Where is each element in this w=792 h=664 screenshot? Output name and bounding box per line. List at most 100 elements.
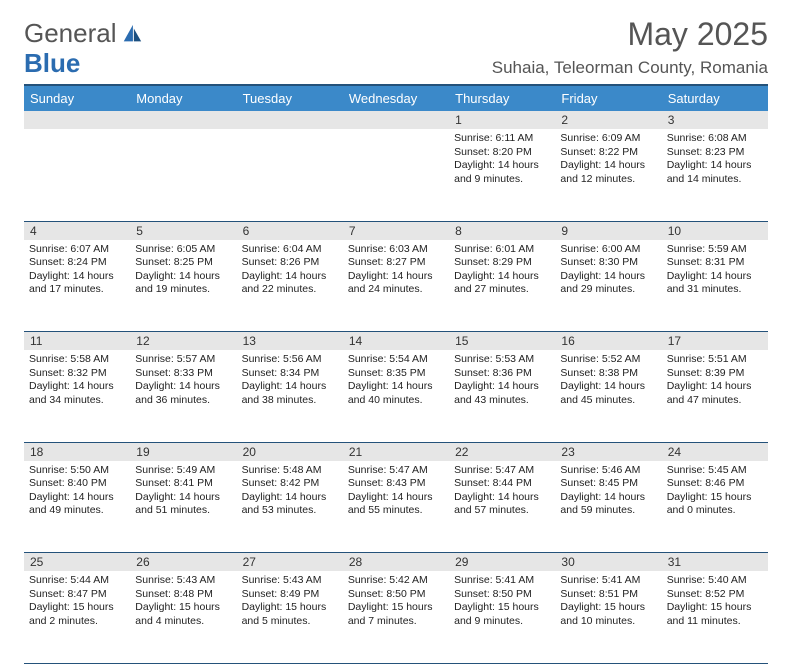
day-number-cell: 1 bbox=[449, 111, 555, 129]
sunset-line: Sunset: 8:33 PM bbox=[135, 367, 231, 381]
day-number: 6 bbox=[237, 222, 343, 240]
sunrise-line: Sunrise: 5:41 AM bbox=[454, 574, 550, 588]
sunrise-line: Sunrise: 5:56 AM bbox=[242, 353, 338, 367]
daylight-line: Daylight: 15 hours and 10 minutes. bbox=[560, 601, 656, 628]
day-number: 7 bbox=[343, 222, 449, 240]
day-body-cell: Sunrise: 6:01 AMSunset: 8:29 PMDaylight:… bbox=[449, 240, 555, 332]
day-number: 8 bbox=[449, 222, 555, 240]
day-number-row: 18192021222324 bbox=[24, 442, 768, 461]
sunset-line: Sunset: 8:50 PM bbox=[454, 588, 550, 602]
sunset-line: Sunset: 8:30 PM bbox=[560, 256, 656, 270]
day-details: Sunrise: 6:04 AMSunset: 8:26 PMDaylight:… bbox=[237, 240, 343, 301]
day-number: 13 bbox=[237, 332, 343, 350]
sunset-line: Sunset: 8:47 PM bbox=[29, 588, 125, 602]
day-number: 1 bbox=[449, 111, 555, 129]
day-details: Sunrise: 6:07 AMSunset: 8:24 PMDaylight:… bbox=[24, 240, 130, 301]
sunrise-line: Sunrise: 6:07 AM bbox=[29, 243, 125, 257]
sunrise-line: Sunrise: 6:09 AM bbox=[560, 132, 656, 146]
day-details: Sunrise: 5:54 AMSunset: 8:35 PMDaylight:… bbox=[343, 350, 449, 411]
day-body-cell: Sunrise: 5:47 AMSunset: 8:44 PMDaylight:… bbox=[449, 461, 555, 553]
day-details: Sunrise: 6:08 AMSunset: 8:23 PMDaylight:… bbox=[662, 129, 768, 190]
daylight-line: Daylight: 14 hours and 43 minutes. bbox=[454, 380, 550, 407]
daylight-line: Daylight: 14 hours and 57 minutes. bbox=[454, 491, 550, 518]
sunrise-line: Sunrise: 6:00 AM bbox=[560, 243, 656, 257]
sunset-line: Sunset: 8:26 PM bbox=[242, 256, 338, 270]
sunrise-line: Sunrise: 5:49 AM bbox=[135, 464, 231, 478]
day-body-cell: Sunrise: 5:43 AMSunset: 8:48 PMDaylight:… bbox=[130, 571, 236, 663]
day-number: 4 bbox=[24, 222, 130, 240]
day-number-cell: 22 bbox=[449, 442, 555, 461]
day-number-cell: 3 bbox=[662, 111, 768, 129]
day-number: 10 bbox=[662, 222, 768, 240]
day-number-cell: 9 bbox=[555, 221, 661, 240]
day-body-cell bbox=[24, 129, 130, 221]
sunset-line: Sunset: 8:29 PM bbox=[454, 256, 550, 270]
day-details: Sunrise: 6:00 AMSunset: 8:30 PMDaylight:… bbox=[555, 240, 661, 301]
day-number: 29 bbox=[449, 553, 555, 571]
sunrise-line: Sunrise: 6:01 AM bbox=[454, 243, 550, 257]
day-body-cell: Sunrise: 6:03 AMSunset: 8:27 PMDaylight:… bbox=[343, 240, 449, 332]
day-number-row: 11121314151617 bbox=[24, 332, 768, 351]
daylight-line: Daylight: 15 hours and 7 minutes. bbox=[348, 601, 444, 628]
sunset-line: Sunset: 8:50 PM bbox=[348, 588, 444, 602]
day-details: Sunrise: 5:48 AMSunset: 8:42 PMDaylight:… bbox=[237, 461, 343, 522]
daylight-line: Daylight: 15 hours and 9 minutes. bbox=[454, 601, 550, 628]
day-number: 25 bbox=[24, 553, 130, 571]
day-body-cell: Sunrise: 5:50 AMSunset: 8:40 PMDaylight:… bbox=[24, 461, 130, 553]
sunset-line: Sunset: 8:52 PM bbox=[667, 588, 763, 602]
sunset-line: Sunset: 8:48 PM bbox=[135, 588, 231, 602]
sunrise-line: Sunrise: 5:51 AM bbox=[667, 353, 763, 367]
daylight-line: Daylight: 14 hours and 40 minutes. bbox=[348, 380, 444, 407]
brand-word-2: Blue bbox=[24, 48, 80, 79]
day-body-row: Sunrise: 5:58 AMSunset: 8:32 PMDaylight:… bbox=[24, 350, 768, 442]
sunset-line: Sunset: 8:20 PM bbox=[454, 146, 550, 160]
day-body-row: Sunrise: 5:50 AMSunset: 8:40 PMDaylight:… bbox=[24, 461, 768, 553]
sunset-line: Sunset: 8:31 PM bbox=[667, 256, 763, 270]
day-body-cell: Sunrise: 5:42 AMSunset: 8:50 PMDaylight:… bbox=[343, 571, 449, 663]
day-number-cell: 18 bbox=[24, 442, 130, 461]
day-number-cell: 19 bbox=[130, 442, 236, 461]
title-block: May 2025 Suhaia, Teleorman County, Roman… bbox=[492, 18, 768, 78]
day-number-cell bbox=[130, 111, 236, 129]
day-details: Sunrise: 5:47 AMSunset: 8:43 PMDaylight:… bbox=[343, 461, 449, 522]
daylight-line: Daylight: 15 hours and 0 minutes. bbox=[667, 491, 763, 518]
day-number-cell: 14 bbox=[343, 332, 449, 351]
weekday-header: Wednesday bbox=[343, 85, 449, 111]
sunrise-line: Sunrise: 5:50 AM bbox=[29, 464, 125, 478]
sunset-line: Sunset: 8:22 PM bbox=[560, 146, 656, 160]
sunrise-line: Sunrise: 5:47 AM bbox=[454, 464, 550, 478]
calendar-table: SundayMondayTuesdayWednesdayThursdayFrid… bbox=[24, 84, 768, 664]
sunrise-line: Sunrise: 5:43 AM bbox=[242, 574, 338, 588]
day-number-cell: 15 bbox=[449, 332, 555, 351]
sunset-line: Sunset: 8:27 PM bbox=[348, 256, 444, 270]
day-number: 15 bbox=[449, 332, 555, 350]
day-body-cell: Sunrise: 5:45 AMSunset: 8:46 PMDaylight:… bbox=[662, 461, 768, 553]
sunset-line: Sunset: 8:36 PM bbox=[454, 367, 550, 381]
day-number-cell: 10 bbox=[662, 221, 768, 240]
daylight-line: Daylight: 14 hours and 9 minutes. bbox=[454, 159, 550, 186]
day-details: Sunrise: 5:56 AMSunset: 8:34 PMDaylight:… bbox=[237, 350, 343, 411]
day-number-row: 25262728293031 bbox=[24, 553, 768, 572]
day-body-cell: Sunrise: 5:49 AMSunset: 8:41 PMDaylight:… bbox=[130, 461, 236, 553]
daylight-line: Daylight: 14 hours and 55 minutes. bbox=[348, 491, 444, 518]
day-details: Sunrise: 6:09 AMSunset: 8:22 PMDaylight:… bbox=[555, 129, 661, 190]
day-body-cell: Sunrise: 5:51 AMSunset: 8:39 PMDaylight:… bbox=[662, 350, 768, 442]
day-details: Sunrise: 5:46 AMSunset: 8:45 PMDaylight:… bbox=[555, 461, 661, 522]
day-body-row: Sunrise: 6:11 AMSunset: 8:20 PMDaylight:… bbox=[24, 129, 768, 221]
day-number: 24 bbox=[662, 443, 768, 461]
day-details: Sunrise: 5:41 AMSunset: 8:50 PMDaylight:… bbox=[449, 571, 555, 632]
day-number-cell: 29 bbox=[449, 553, 555, 572]
day-details: Sunrise: 5:44 AMSunset: 8:47 PMDaylight:… bbox=[24, 571, 130, 632]
day-body-cell: Sunrise: 5:53 AMSunset: 8:36 PMDaylight:… bbox=[449, 350, 555, 442]
day-number-cell: 2 bbox=[555, 111, 661, 129]
sunrise-line: Sunrise: 6:05 AM bbox=[135, 243, 231, 257]
day-number: 20 bbox=[237, 443, 343, 461]
sunrise-line: Sunrise: 5:40 AM bbox=[667, 574, 763, 588]
sunset-line: Sunset: 8:38 PM bbox=[560, 367, 656, 381]
day-body-cell: Sunrise: 5:40 AMSunset: 8:52 PMDaylight:… bbox=[662, 571, 768, 663]
day-details: Sunrise: 5:52 AMSunset: 8:38 PMDaylight:… bbox=[555, 350, 661, 411]
day-details: Sunrise: 5:57 AMSunset: 8:33 PMDaylight:… bbox=[130, 350, 236, 411]
day-body-cell: Sunrise: 5:46 AMSunset: 8:45 PMDaylight:… bbox=[555, 461, 661, 553]
location-text: Suhaia, Teleorman County, Romania bbox=[492, 58, 768, 78]
month-title: May 2025 bbox=[492, 18, 768, 50]
